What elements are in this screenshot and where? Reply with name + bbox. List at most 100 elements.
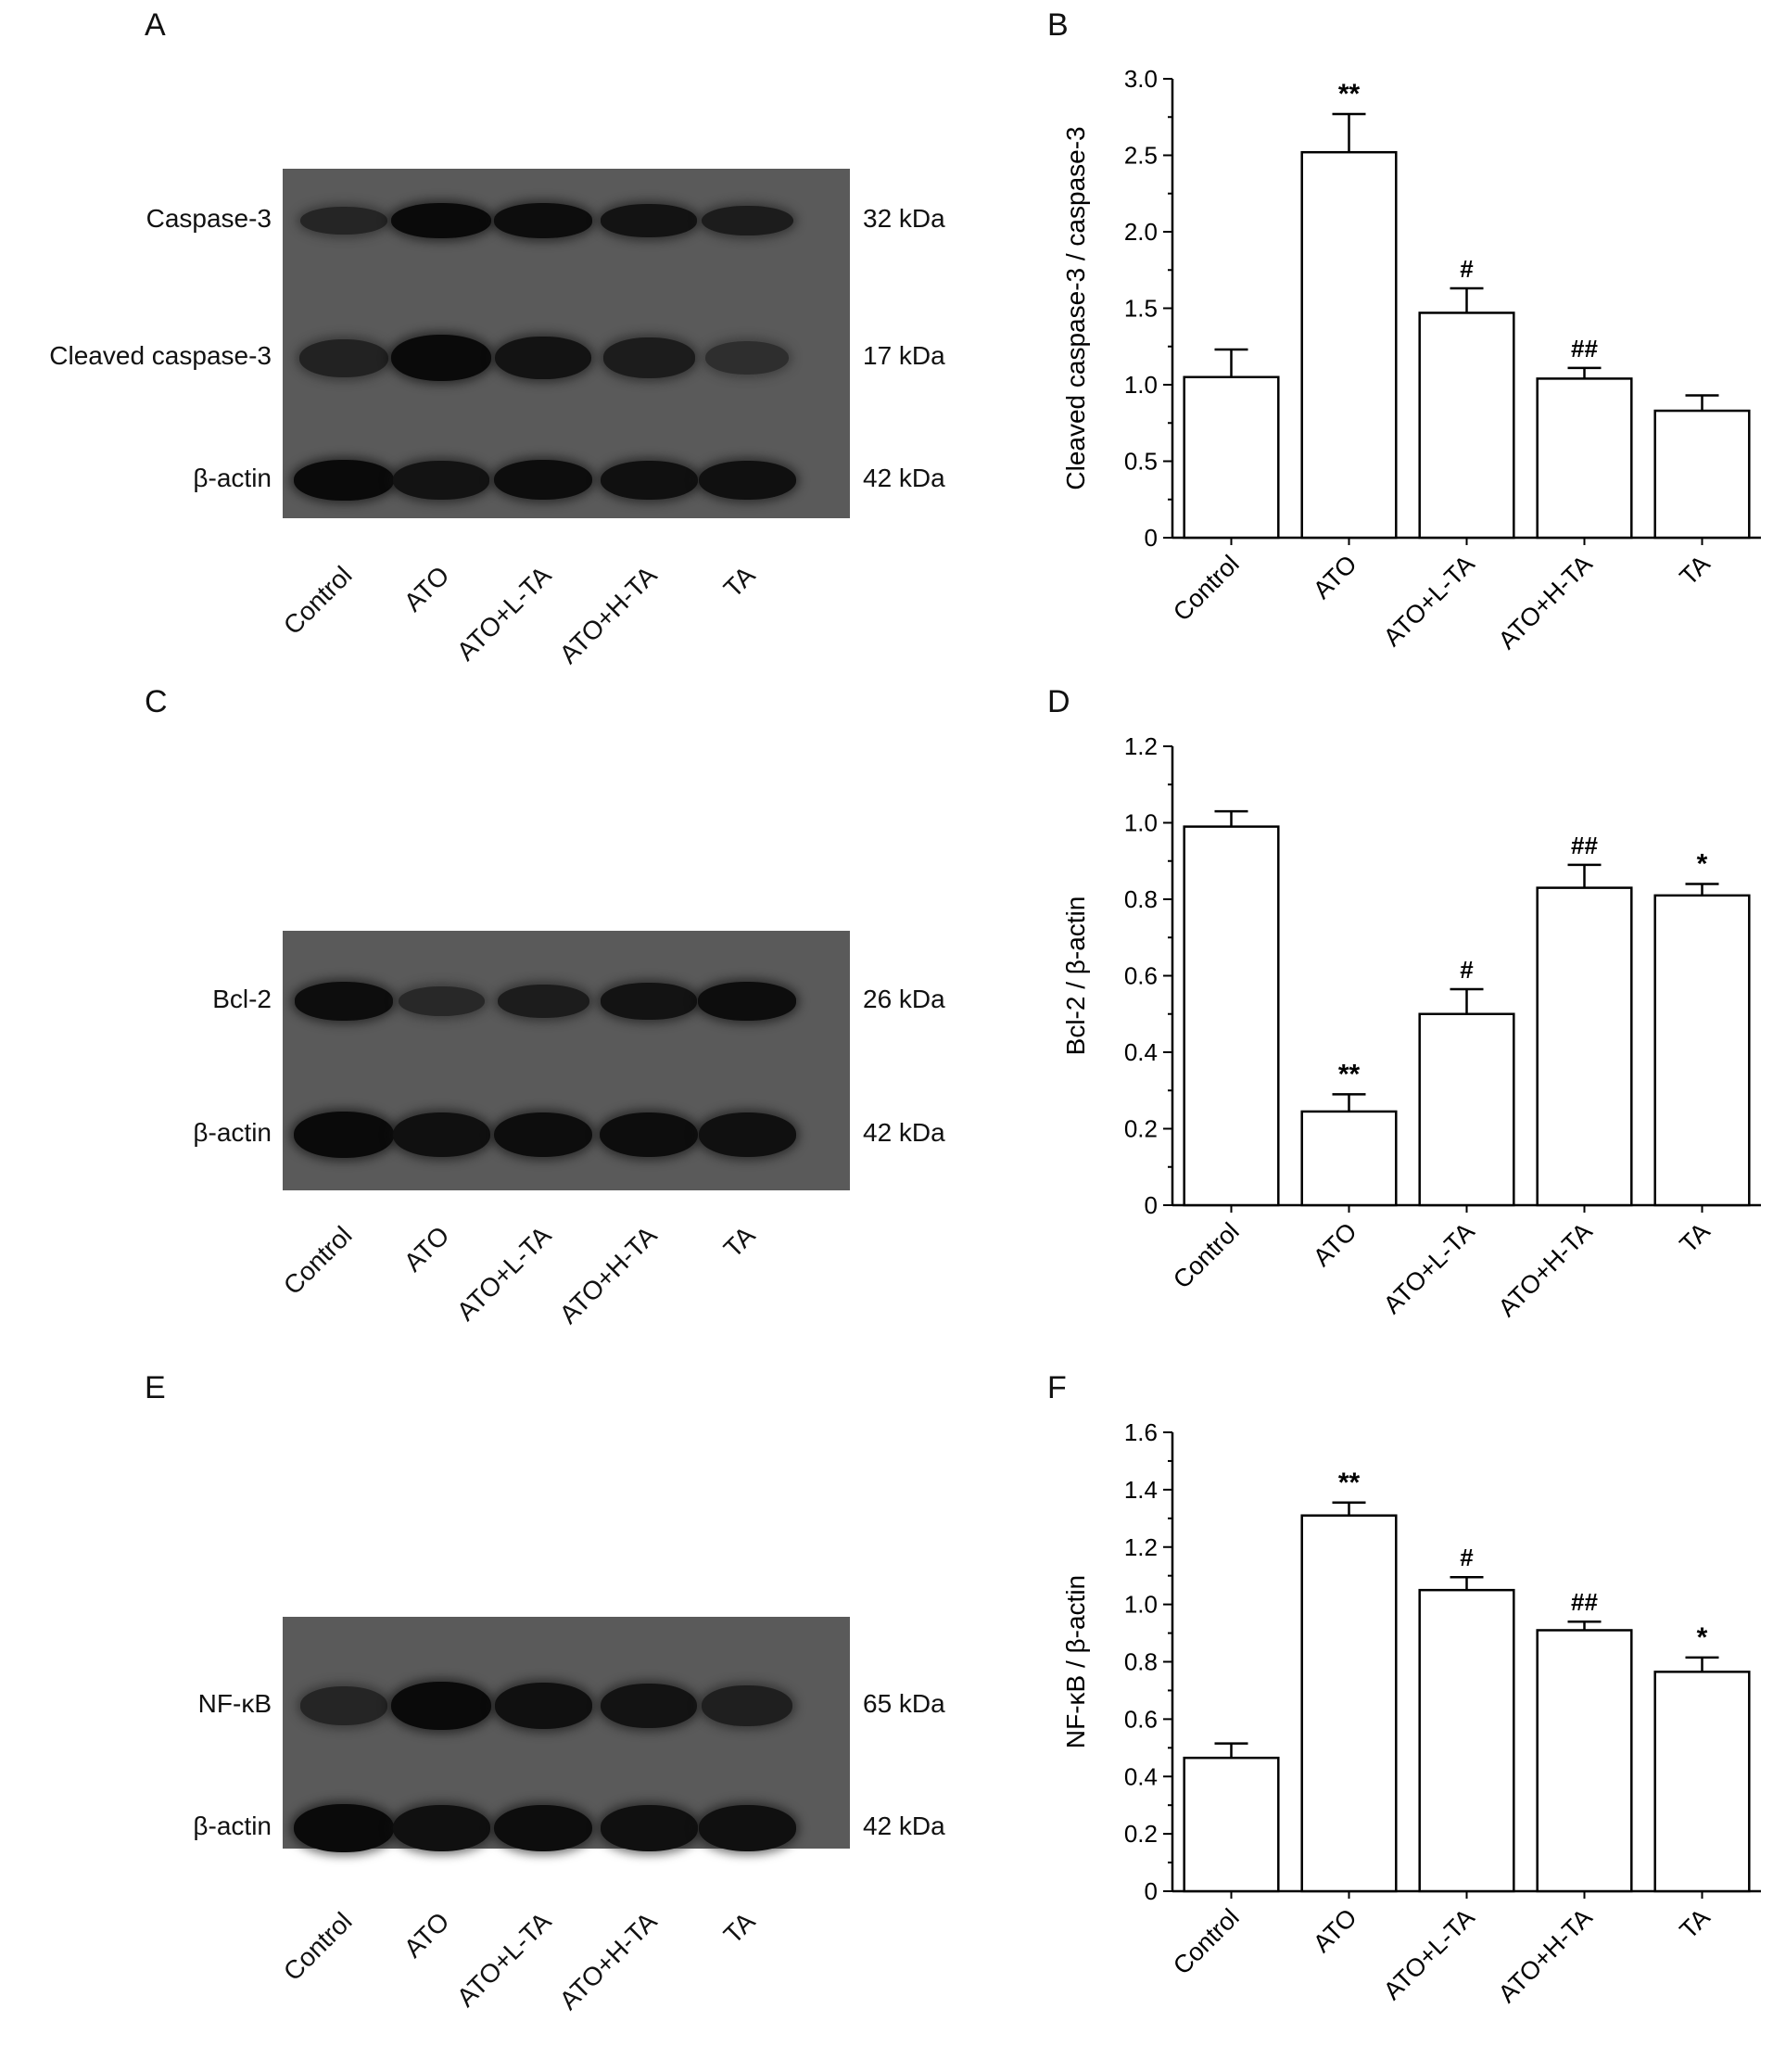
blot-band bbox=[392, 1805, 490, 1851]
blot-band bbox=[601, 1683, 697, 1729]
blot-row-label: β-actin bbox=[193, 1811, 272, 1840]
blot-band bbox=[702, 1685, 792, 1726]
x-tick-label: ATO bbox=[1308, 1217, 1362, 1272]
bar bbox=[1183, 825, 1280, 1207]
y-tick-label: 1.6 bbox=[1124, 1418, 1158, 1446]
blot-band bbox=[705, 340, 789, 375]
x-tick-label: ATO+H-TA bbox=[1493, 1903, 1598, 2008]
blot-band bbox=[600, 1805, 698, 1851]
blot-band bbox=[601, 983, 697, 1020]
y-tick-label: 1.2 bbox=[1124, 1533, 1158, 1561]
blot-band bbox=[391, 335, 491, 381]
panel-letter-b: B bbox=[1047, 7, 1069, 43]
x-tick-label: Control bbox=[1168, 1903, 1245, 1980]
bar bbox=[1418, 311, 1515, 540]
blot-row-kda: 42 kDa bbox=[863, 464, 945, 492]
bar bbox=[1653, 894, 1751, 1207]
x-tick-label: ATO bbox=[1308, 550, 1362, 604]
blot-band bbox=[701, 205, 793, 236]
bar-chart-f: 0 0.2 0.4 0.6 0.8 1.0 1.2 1.4 1.6 NF-κB / β-actin… bbox=[1061, 1418, 1761, 2008]
blot-band bbox=[299, 206, 388, 235]
blot-band bbox=[398, 985, 485, 1017]
y-tick-label: 3.0 bbox=[1124, 65, 1158, 93]
blot-row-label: Caspase-3 bbox=[146, 204, 272, 233]
x-tick-label: ATO+L-TA bbox=[1378, 1903, 1480, 2005]
blot-band bbox=[294, 1804, 394, 1852]
significance-marker: * bbox=[1697, 849, 1708, 880]
blot-band bbox=[697, 982, 797, 1021]
y-tick-label: 0 bbox=[1145, 1877, 1158, 1905]
x-tick-label: TA bbox=[1675, 1217, 1716, 1258]
significance-marker: ** bbox=[1338, 79, 1361, 109]
x-tick-label: ATO+H-TA bbox=[1493, 550, 1598, 655]
blot-band bbox=[299, 1686, 388, 1725]
y-tick-label: 0.5 bbox=[1124, 448, 1158, 476]
significance-marker: * bbox=[1697, 1622, 1708, 1653]
bar bbox=[1653, 1671, 1751, 1893]
bar bbox=[1183, 1756, 1280, 1893]
y-axis-label: Cleaved caspase-3 / caspase-3 bbox=[1061, 126, 1090, 489]
y-tick-label: 1.4 bbox=[1124, 1476, 1158, 1504]
significance-marker: ## bbox=[1571, 832, 1598, 859]
y-axis-label: NF-κB / β-actin bbox=[1061, 1575, 1090, 1748]
y-tick-label: 1.0 bbox=[1124, 1591, 1158, 1619]
x-tick-label: Control bbox=[1168, 550, 1245, 627]
bar bbox=[1183, 375, 1280, 540]
significance-marker: ## bbox=[1571, 1588, 1598, 1616]
blot-band bbox=[294, 460, 394, 501]
blot-band bbox=[392, 1112, 490, 1157]
significance-marker: # bbox=[1460, 1544, 1474, 1571]
blot-band bbox=[497, 984, 589, 1019]
x-tick-label: TA bbox=[1675, 1903, 1716, 1944]
blot-band bbox=[602, 337, 695, 378]
blot-row-label: NF-κB bbox=[197, 1689, 272, 1718]
blot-row-label: β-actin bbox=[193, 1118, 272, 1147]
y-axis-label: Bcl-2 / β-actin bbox=[1061, 896, 1090, 1056]
bar-chart-d: 0 0.2 0.4 0.6 0.8 1.0 1.2 Bcl-2 / β-actin Contro… bbox=[1061, 732, 1761, 1322]
x-tick-label: Control bbox=[1168, 1217, 1245, 1294]
y-tick-label: 0.6 bbox=[1124, 1705, 1158, 1733]
blot-band bbox=[393, 461, 489, 500]
blot-row-kda: 42 kDa bbox=[863, 1118, 945, 1147]
blot-band bbox=[698, 1805, 796, 1851]
significance-marker: ** bbox=[1338, 1468, 1361, 1498]
y-tick-label: 1.0 bbox=[1124, 809, 1158, 837]
y-tick-label: 0.4 bbox=[1124, 1762, 1158, 1790]
x-tick-label: ATO+L-TA bbox=[1378, 1217, 1480, 1319]
bar bbox=[1300, 150, 1398, 540]
y-tick-label: 0.2 bbox=[1124, 1115, 1158, 1143]
y-tick-label: 2.5 bbox=[1124, 142, 1158, 170]
y-tick-label: 1.5 bbox=[1124, 295, 1158, 323]
blot-band bbox=[601, 204, 697, 237]
y-tick-label: 1.0 bbox=[1124, 371, 1158, 399]
panel-letter-e: E bbox=[145, 1370, 166, 1405]
blot-band bbox=[698, 460, 796, 500]
significance-marker: # bbox=[1460, 956, 1474, 984]
blot-band bbox=[391, 1682, 491, 1730]
y-tick-label: 0.4 bbox=[1124, 1038, 1158, 1066]
blot-band bbox=[494, 1683, 592, 1729]
x-tick-label: ATO+L-TA bbox=[1378, 550, 1480, 652]
y-tick-label: 0.6 bbox=[1124, 962, 1158, 990]
panel-letter-d: D bbox=[1047, 684, 1070, 719]
blot-row-label: Cleaved caspase-3 bbox=[49, 341, 272, 370]
x-tick-label: ATO+H-TA bbox=[1493, 1217, 1598, 1322]
bar bbox=[1536, 1629, 1633, 1893]
significance-marker: ** bbox=[1338, 1059, 1361, 1089]
bar bbox=[1418, 1012, 1515, 1207]
y-tick-label: 0.8 bbox=[1124, 1648, 1158, 1676]
blot-band bbox=[600, 460, 698, 500]
y-tick-label: 0.8 bbox=[1124, 885, 1158, 913]
blot-band bbox=[599, 1112, 699, 1158]
y-tick-label: 0 bbox=[1145, 1191, 1158, 1219]
panel-letter-f: F bbox=[1047, 1370, 1067, 1405]
x-tick-label: ATO bbox=[1308, 1903, 1362, 1958]
blot-band bbox=[495, 336, 591, 380]
blot-row-kda: 32 kDa bbox=[863, 204, 945, 233]
bar bbox=[1536, 886, 1633, 1207]
blot-band bbox=[493, 460, 593, 501]
blot-row-kda: 26 kDa bbox=[863, 985, 945, 1013]
blot-band bbox=[493, 203, 593, 238]
blot-band bbox=[294, 1112, 394, 1158]
blot-band bbox=[294, 982, 394, 1021]
